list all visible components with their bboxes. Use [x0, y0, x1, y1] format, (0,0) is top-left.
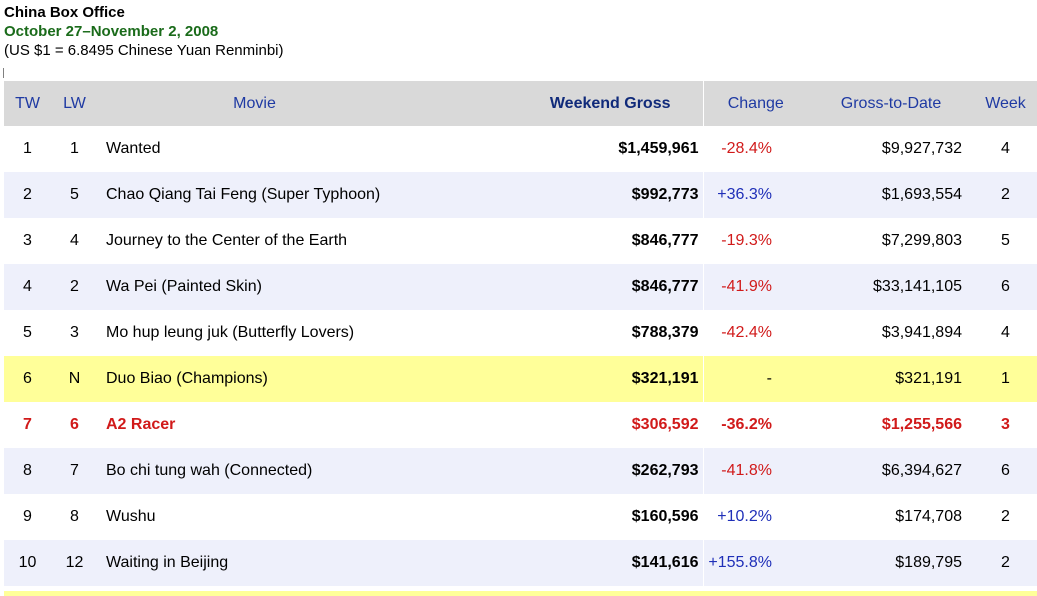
rank-last-week: 2: [70, 278, 79, 295]
rank-last-week: 8: [70, 508, 79, 525]
movie-title: Bo chi tung wah (Connected): [106, 462, 313, 479]
exchange-rate-note: (US $1 = 6.8495 Chinese Yuan Renminbi): [4, 42, 284, 59]
rank-last-week: 12: [65, 554, 84, 571]
rank-last-week: N: [68, 370, 81, 387]
change-percent: -41.8%: [702, 448, 808, 494]
movie-title: Journey to the Center of the Earth: [106, 232, 348, 249]
change-percent: -41.9%: [702, 264, 808, 310]
table-row: 3 4 Journey to the Center of the Earth $846…: [4, 218, 1037, 264]
column-header-movie[interactable]: Movie: [233, 94, 276, 112]
week-count: 2: [1001, 508, 1010, 525]
rank-this-week: 7: [23, 416, 32, 433]
rank-last-week: 3: [70, 324, 79, 341]
rank-this-week: 1: [23, 140, 32, 157]
rank-last-week: 5: [70, 186, 79, 203]
gross-to-date: $321,191: [895, 370, 962, 387]
rank-this-week: 10: [18, 554, 37, 571]
weekend-gross: $788,379: [631, 324, 699, 341]
table-row: 4 2 Wa Pei (Painted Skin) $846,777 -41.9% $33…: [4, 264, 1037, 310]
movie-title: Mo hup leung juk (Butterfly Lovers): [106, 324, 355, 341]
rank-last-week: 1: [70, 140, 79, 157]
movie-title: Waiting in Beijing: [106, 554, 229, 571]
column-header-tw[interactable]: TW: [15, 94, 40, 112]
gross-to-date: $1,693,554: [881, 186, 962, 203]
gross-to-date: $7,299,803: [881, 232, 962, 249]
rank-this-week: 3: [23, 232, 32, 249]
table-row: 8 7 Bo chi tung wah (Connected) $262,793 -41…: [4, 448, 1037, 494]
week-count: 5: [1001, 232, 1010, 249]
change-percent: +10.2%: [702, 494, 808, 540]
week-count: 6: [1001, 462, 1010, 479]
week-count: 1: [1001, 370, 1010, 387]
box-office-table: TW LW Movie Weekend Gross Change Gross-t…: [4, 81, 1037, 586]
movie-title: A2 Racer: [106, 416, 176, 433]
week-count: 2: [1001, 186, 1010, 203]
weekend-gross: $846,777: [631, 278, 699, 295]
table-row: 1 1 Wanted $1,459,961 -28.4% $9,927,732 4: [4, 126, 1037, 172]
gross-to-date: $3,941,894: [881, 324, 962, 341]
table-header-row: TW LW Movie Weekend Gross Change Gross-t…: [4, 81, 1037, 126]
weekend-gross: $846,777: [631, 232, 699, 249]
week-count: 4: [1001, 324, 1010, 341]
change-percent: +155.8%: [702, 540, 808, 586]
weekend-gross: $1,459,961: [618, 140, 699, 157]
column-header-gross-to-date[interactable]: Gross-to-Date: [840, 94, 942, 112]
weekend-gross: $321,191: [631, 370, 699, 387]
table-row: 6 N Duo Biao (Champions) $321,191- $321,191 1: [4, 356, 1037, 402]
movie-title: Chao Qiang Tai Feng (Super Typhoon): [106, 186, 381, 203]
table-row: 2 5 Chao Qiang Tai Feng (Super Typhoon) $99…: [4, 172, 1037, 218]
table-row: 9 8 Wushu $160,596 +10.2% $174,708 2: [4, 494, 1037, 540]
rank-last-week: 4: [70, 232, 79, 249]
movie-title: Wanted: [106, 140, 161, 157]
movie-title: Duo Biao (Champions): [106, 370, 268, 387]
weekend-gross: $262,793: [631, 462, 699, 479]
weekend-gross: $992,773: [631, 186, 699, 203]
week-count: 2: [1001, 554, 1010, 571]
change-percent: -19.3%: [702, 218, 808, 264]
week-count: 4: [1001, 140, 1010, 157]
gross-to-date: $174,708: [895, 508, 962, 525]
gross-to-date: $1,255,566: [881, 416, 962, 433]
movie-title: Wushu: [106, 508, 156, 525]
next-row-edge: [4, 591, 1037, 596]
rank-this-week: 2: [23, 186, 32, 203]
table-body: 1 1 Wanted $1,459,961 -28.4% $9,927,732 4 2 5 Cha…: [4, 126, 1037, 586]
table-row: 7 6 A2 Racer $306,592 -36.2% $1,255,566 3: [4, 402, 1037, 448]
table-row: 5 3 Mo hup leung juk (Butterfly Lovers) $78…: [4, 310, 1037, 356]
rank-this-week: 5: [23, 324, 32, 341]
rank-this-week: 8: [23, 462, 32, 479]
week-count: 6: [1001, 278, 1010, 295]
weekend-gross: $306,592: [631, 416, 699, 433]
column-header-weekend-gross[interactable]: Weekend Gross: [549, 94, 671, 112]
weekend-gross: $141,616: [631, 554, 699, 571]
change-percent: -36.2%: [702, 402, 808, 448]
rank-last-week: 7: [70, 462, 79, 479]
column-header-change[interactable]: Change: [702, 81, 808, 126]
rank-this-week: 9: [23, 508, 32, 525]
page-title: China Box Office: [4, 4, 125, 21]
gross-to-date: $9,927,732: [881, 140, 962, 157]
rank-last-week: 6: [70, 416, 79, 433]
gross-to-date: $33,141,105: [873, 278, 962, 295]
movie-title: Wa Pei (Painted Skin): [106, 278, 262, 295]
report-header: China Box Office October 27–November 2, …: [4, 3, 284, 60]
table-row: 10 12 Waiting in Beijing $141,616 +155.8% $18…: [4, 540, 1037, 586]
change-percent: -42.4%: [702, 310, 808, 356]
week-count: 3: [1001, 416, 1010, 433]
column-header-week[interactable]: Week: [985, 94, 1026, 112]
column-header-lw[interactable]: LW: [63, 94, 86, 112]
text-cursor: [3, 68, 4, 78]
change-percent: -28.4%: [702, 126, 808, 172]
change-percent: +36.3%: [702, 172, 808, 218]
change-percent: -: [702, 356, 808, 402]
gross-to-date: $6,394,627: [881, 462, 962, 479]
weekend-gross: $160,596: [631, 508, 699, 525]
rank-this-week: 4: [23, 278, 32, 295]
date-range: October 27–November 2, 2008: [4, 23, 219, 40]
rank-this-week: 6: [23, 370, 32, 387]
gross-to-date: $189,795: [895, 554, 962, 571]
